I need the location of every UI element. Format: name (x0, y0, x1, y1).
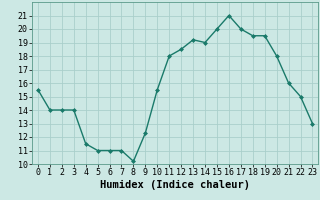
X-axis label: Humidex (Indice chaleur): Humidex (Indice chaleur) (100, 180, 250, 190)
